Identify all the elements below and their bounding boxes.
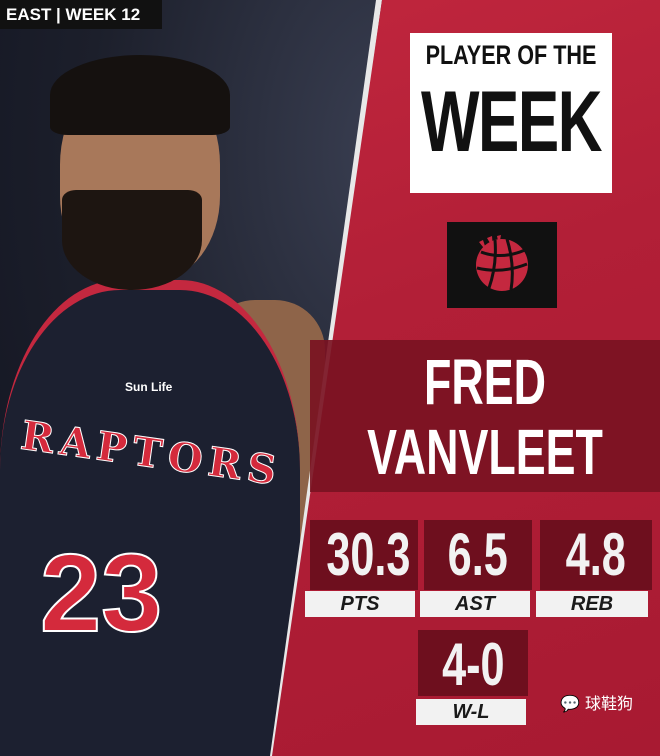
conference-week-tag: EAST | WEEK 12	[0, 0, 162, 29]
stat-ast-label: AST	[420, 591, 530, 617]
title-line1: PLAYER OF THE	[425, 40, 597, 70]
player-beard	[62, 190, 202, 290]
watermark: 💬 球鞋狗	[560, 690, 633, 714]
stat-pts-label: PTS	[305, 591, 415, 617]
player-jersey	[0, 280, 300, 756]
stat-wl-value: 4-0	[418, 630, 528, 698]
player-of-the-week-title: PLAYER OF THE WEEK	[410, 33, 612, 193]
wechat-icon: 💬	[560, 694, 580, 713]
watermark-text: 球鞋狗	[585, 694, 634, 713]
jersey-sponsor: Sun Life	[125, 380, 173, 394]
stat-wl-label: W-L	[416, 699, 526, 725]
title-line2: WEEK	[421, 74, 602, 170]
player-last-name: VANVLEET	[367, 416, 603, 488]
raptors-logo-icon	[447, 222, 557, 308]
player-first-name: FRED	[424, 346, 546, 418]
name-band	[310, 340, 660, 492]
player-hair	[50, 55, 230, 135]
stat-reb-value: 4.8	[540, 520, 652, 590]
stat-reb-label: REB	[536, 591, 648, 617]
stat-ast-value: 6.5	[424, 520, 532, 590]
jersey-number: 23	[39, 531, 163, 656]
stat-pts-value: 30.3	[310, 520, 418, 590]
